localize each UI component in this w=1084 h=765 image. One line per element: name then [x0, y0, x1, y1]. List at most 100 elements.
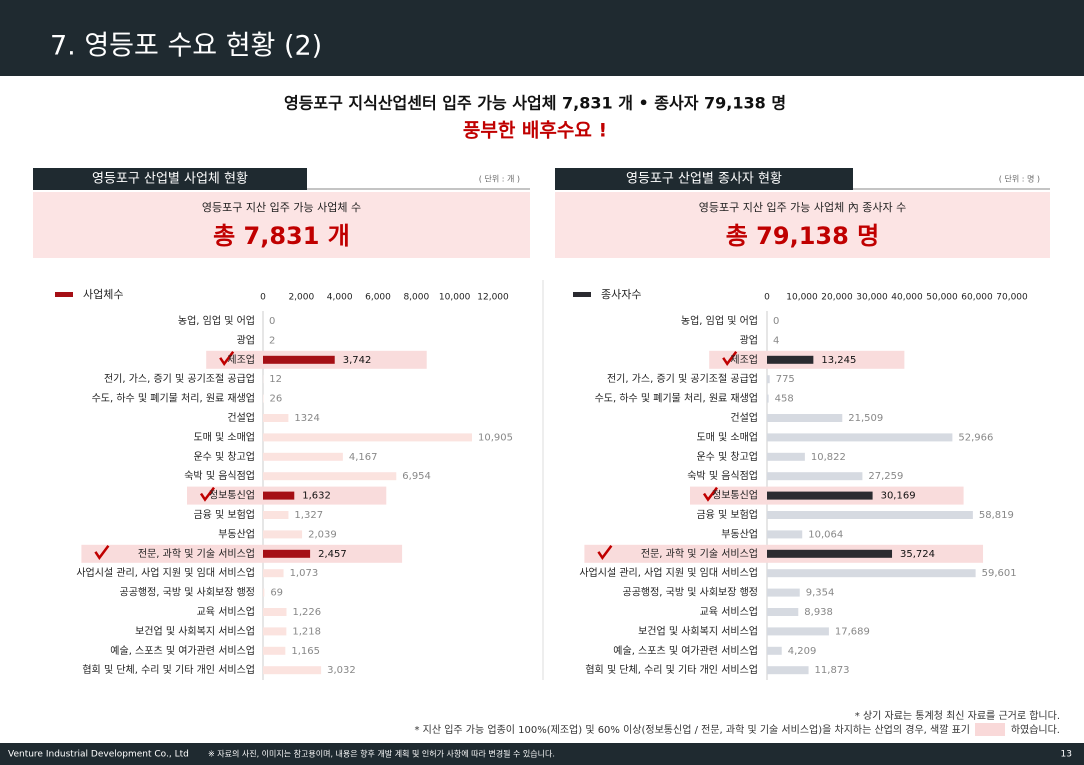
footer-company: Venture Industrial Development Co., Ltd: [8, 750, 189, 760]
value-label: 3,742: [343, 355, 372, 366]
value-label: 4: [773, 335, 779, 346]
legend-swatch: [573, 292, 591, 297]
category-label: 정보통신업: [712, 489, 758, 502]
category-label: 교육 서비스업: [197, 605, 255, 618]
bar: [263, 511, 289, 519]
category-label: 건설업: [730, 411, 758, 424]
category-label: 협회 및 단체, 수리 및 기타 개인 서비스업: [82, 663, 255, 676]
footer-disclaimer: ※ 자료의 사진, 이미지는 참고용이며, 내용은 향후 개발 계획 및 인허가…: [208, 749, 555, 759]
value-label: 26: [269, 394, 282, 405]
value-label: 6,954: [402, 471, 431, 482]
bar: [263, 414, 289, 422]
value-label: 11,873: [815, 665, 850, 676]
bar: [767, 569, 976, 578]
category-label: 운수 및 창고업: [193, 450, 255, 463]
bar: [767, 472, 863, 481]
category-label: 건설업: [227, 411, 255, 424]
bar: [263, 588, 265, 597]
x-tick-label: 10,000: [439, 293, 471, 303]
category-label: 협회 및 단체, 수리 및 기타 개인 서비스업: [585, 663, 758, 676]
x-tick-label: 50,000: [926, 293, 958, 303]
x-tick-label: 0: [260, 293, 266, 303]
value-label: 775: [776, 374, 795, 385]
x-tick-label: 0: [764, 293, 770, 303]
x-tick-label: 10,000: [786, 293, 818, 303]
bar: [263, 627, 287, 636]
panel-title: 영등포구 산업별 종사자 현황: [626, 172, 782, 187]
bar: [263, 433, 473, 442]
bar: [767, 608, 799, 616]
category-label: 부동산업: [218, 527, 255, 540]
category-label: 농업, 임업 및 어업: [178, 314, 255, 327]
x-tick-label: 40,000: [891, 293, 923, 303]
category-label: 예술, 스포츠 및 여가관련 서비스업: [613, 644, 758, 657]
category-label: 사업시설 관리, 사업 지원 및 임대 서비스업: [76, 566, 255, 579]
value-label: 3,032: [327, 665, 356, 676]
note: 하였습니다.: [1011, 723, 1060, 736]
category-label: 사업시설 관리, 사업 지원 및 임대 서비스업: [579, 566, 758, 579]
category-label: 부동산업: [721, 527, 758, 540]
category-label: 광업: [237, 333, 255, 346]
x-tick-label: 2,000: [288, 293, 314, 303]
summary-box: [555, 192, 1050, 258]
bar: [263, 608, 287, 616]
category-label: 전문, 과학 및 기술 서비스업: [138, 547, 255, 560]
category-label: 운수 및 창고업: [696, 450, 758, 463]
value-label: 12: [269, 374, 282, 385]
category-label: 금융 및 보험업: [193, 508, 255, 521]
value-label: 1,073: [290, 568, 319, 579]
value-label: 1,226: [292, 607, 321, 618]
category-label: 보건업 및 사회복지 서비스업: [135, 624, 255, 637]
footer-bar: [0, 743, 1084, 765]
value-label: 58,819: [979, 510, 1014, 521]
bar: [263, 472, 397, 481]
category-label: 농업, 임업 및 어업: [681, 314, 758, 327]
bar: [767, 530, 803, 539]
category-label: 금융 및 보험업: [696, 508, 758, 521]
bar: [767, 355, 814, 364]
category-label: 제조업: [227, 353, 255, 366]
summary-label: 영등포구 지산 입주 가능 사업체 內 종사자 수: [699, 201, 907, 214]
bar: [767, 452, 805, 461]
value-label: 1,327: [294, 510, 323, 521]
category-label: 정보통신업: [209, 489, 255, 502]
page-number: 13: [1061, 750, 1072, 760]
category-label: 보건업 및 사회복지 서비스업: [638, 624, 758, 637]
bar: [767, 491, 873, 500]
bar: [767, 646, 782, 655]
category-label: 교육 서비스업: [700, 605, 758, 618]
bar: [767, 511, 973, 519]
value-label: 1,218: [292, 626, 321, 637]
x-tick-label: 8,000: [403, 293, 429, 303]
check-icon: [94, 545, 110, 560]
check-icon: [597, 545, 613, 560]
value-label: 35,724: [900, 549, 935, 560]
x-tick-label: 60,000: [961, 293, 993, 303]
value-label: 69: [270, 588, 283, 599]
value-label: 21,509: [848, 413, 883, 424]
category-label: 수도, 하수 및 폐기물 처리, 원료 재생업: [92, 392, 255, 405]
value-label: 4,167: [349, 452, 378, 463]
bar: [767, 666, 809, 675]
category-label: 광업: [740, 333, 758, 346]
legend-label: 종사자수: [601, 288, 641, 301]
value-label: 0: [269, 316, 275, 327]
x-tick-label: 30,000: [856, 293, 888, 303]
bar: [263, 666, 322, 675]
category-label: 전기, 가스, 증기 및 공기조절 공급업: [104, 372, 255, 385]
value-label: 17,689: [835, 626, 870, 637]
category-label: 제조업: [730, 353, 758, 366]
header-bar: [0, 0, 1084, 76]
category-label: 도매 및 소매업: [696, 430, 758, 443]
bar: [263, 646, 286, 655]
category-label: 수도, 하수 및 폐기물 처리, 원료 재생업: [595, 392, 758, 405]
category-label: 전기, 가스, 증기 및 공기조절 공급업: [607, 372, 758, 385]
bar: [767, 375, 770, 384]
value-label: 1,632: [302, 491, 331, 502]
value-label: 52,966: [958, 432, 993, 443]
value-label: 10,905: [478, 432, 513, 443]
bar: [263, 491, 295, 500]
bar: [767, 433, 953, 442]
category-label: 숙박 및 음식점업: [184, 469, 255, 482]
